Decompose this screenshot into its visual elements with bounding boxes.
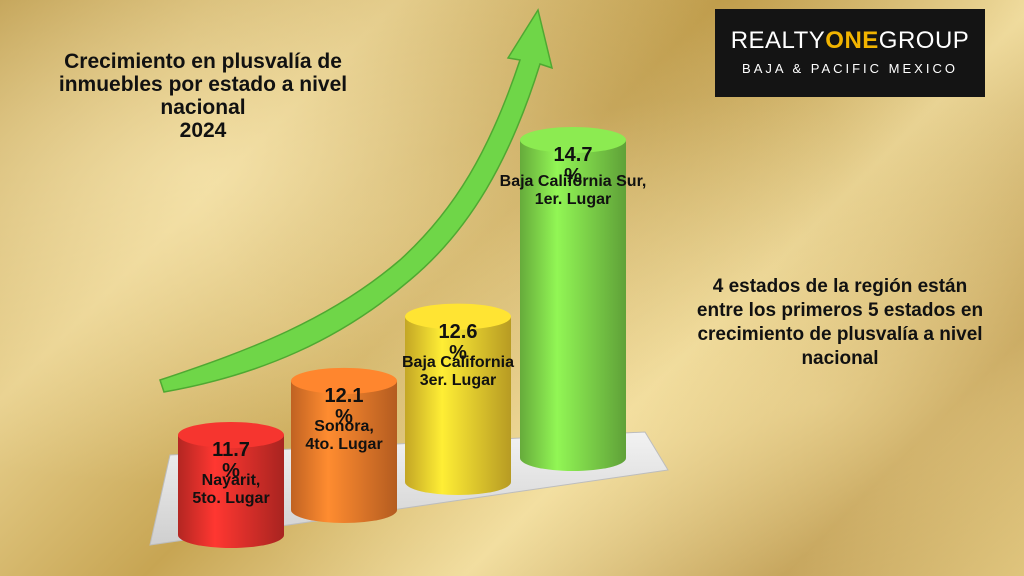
bar-top-3: [405, 303, 511, 330]
bar-category-line-4-1: Baja California Sur,: [499, 173, 647, 190]
bar-top-4: [520, 127, 626, 153]
bar-value-3: 12.6: [438, 320, 478, 343]
bar-3: [405, 316, 511, 495]
bar-top-1: [178, 422, 284, 448]
bar-top-2: [291, 367, 397, 394]
bar-unit-3: %: [449, 341, 467, 364]
bar-category-line-3-2: 3er. Lugar: [419, 371, 497, 389]
logo-part-group: GROUP: [878, 27, 970, 54]
side-note-line-2: entre los primeros 5 estados en: [696, 300, 984, 321]
bar-category-line-1-2: 5to. Lugar: [192, 490, 270, 507]
bar-unit-2: %: [335, 405, 353, 428]
bar-category-line-3-1: Baja California: [401, 353, 515, 371]
title-line-4: 2024: [179, 119, 227, 142]
logo-part-realty: REALTY: [730, 27, 826, 54]
logo-subtitle: BAJA & PACIFIC MEXICO: [742, 61, 958, 76]
bar-value-2: 12.1: [324, 384, 364, 407]
bar-category-line-2-1: Sonora,: [314, 417, 374, 435]
realty-one-group-logo: REALTYONEGROUP BAJA & PACIFIC MEXICO: [715, 9, 985, 97]
side-note-line-1: 4 estados de la región están: [712, 276, 968, 297]
title-line-3: nacional: [160, 96, 246, 119]
bar-2: [291, 380, 397, 523]
bar-unit-4: %: [564, 165, 582, 187]
bar-label-1: 11.7% Nayarit, 5to. Lugar: [156, 440, 306, 508]
bar-unit-1: %: [222, 460, 240, 482]
logo-part-one: ONE: [825, 27, 879, 54]
bar-value-4: 14.7: [553, 144, 593, 166]
title-line-2: inmuebles por estado a nivel: [58, 73, 348, 96]
bar-1: [178, 435, 284, 548]
side-note-line-3: crecimiento de plusvalía a nivel: [697, 324, 983, 345]
chart-title: Crecimiento en plusvalía de inmuebles po…: [8, 50, 398, 142]
bar-category-line-4-2: 1er. Lugar: [534, 191, 612, 208]
bar-category-line-1-1: Nayarit,: [201, 472, 261, 489]
growth-arrow-icon: [159, 8, 554, 393]
bar-4: [520, 140, 626, 471]
bar-value-1: 11.7: [212, 439, 250, 461]
side-note: 4 estados de la región están entre los p…: [655, 275, 1024, 371]
side-note-line-4: nacional: [801, 348, 879, 369]
bar-label-2: 12.1% Sonora, 4to. Lugar: [269, 384, 419, 454]
title-line-1: Crecimiento en plusvalía de: [64, 50, 342, 73]
logo-wordmark: REALTYONEGROUP: [715, 27, 985, 55]
bar-label-4: 14.7% Baja California Sur, 1er. Lugar: [483, 145, 663, 209]
bar-label-3: 12.6% Baja California 3er. Lugar: [383, 320, 533, 390]
bar-category-line-2-2: 4to. Lugar: [305, 435, 383, 453]
